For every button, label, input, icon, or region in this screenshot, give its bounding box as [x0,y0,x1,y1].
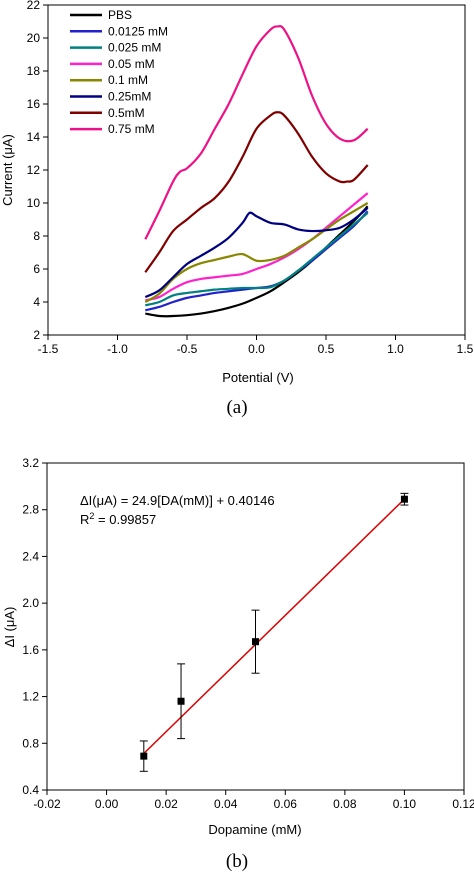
series-line-5 [144,207,369,299]
chart-b-x-tick-label: 0.02 [154,797,178,811]
r2-prefix: R [80,512,89,527]
fit-line [143,498,405,755]
chart-b-panel-label: (b) [226,851,248,872]
chart-a-x-axis-label: Potential (V) [222,370,294,385]
chart-b-y-axis-label: ΔI (μA) [2,607,17,648]
chart-a-y-tick-label: 22 [27,0,41,12]
plot-b-frame [46,462,465,791]
chart-a-y-tick-label: 20 [27,31,41,45]
data-point-2 [252,638,259,646]
chart-b-y-tick-label: 2.8 [22,503,39,517]
chart-a-x-tick-label: -1.5 [38,342,59,356]
chart-b-y-tick-label: 0.4 [22,783,39,797]
chart-a-x-tick-label: 0.5 [318,342,335,356]
chart-a-legend: PBS 0.0125 mM 0.025 mM 0.05 mM 0.1 mM 0.25mM 0… [70,8,168,136]
chart-b-x-tick-label: 0.12 [452,797,474,811]
chart-a-y-tick-label: 6 [33,262,40,276]
chart-b-x-tick-label: 0.06 [274,797,298,811]
series-line-2 [145,212,369,307]
chart-a-y-axis-label: Current (μA) [0,134,15,206]
legend-label-0: PBS [108,8,132,22]
chart-a-x-tick-label: -1.0 [107,342,128,356]
chart-b-fit [143,498,405,755]
chart-a-x-tick-label: 0.0 [248,342,265,356]
legend-label-2: 0.025 mM [108,41,161,55]
chart-b-x-tick-label: 0.00 [95,797,119,811]
chart-b-x-tick-label: 0.10 [393,797,417,811]
chart-b-y-tick-label: 2.0 [22,596,39,610]
legend-label-4: 0.1 mM [108,73,148,87]
chart-b-x-tick-label: 0.08 [333,797,357,811]
chart-a-y-tick-label: 4 [33,295,40,309]
chart-b-y-tick-label: 1.6 [22,643,39,657]
series-line-4 [144,202,369,303]
chart-b-axes: -0.02 0.00 0.02 0.04 0.06 0.08 0.10 0.12 0.4 0.8 1… [22,456,474,811]
series-line-3 [145,192,369,302]
chart-a-x-tick-label: 1.5 [457,342,474,356]
chart-b-y-tick-label: 1.2 [22,690,39,704]
chart-b-x-axis-label: Dopamine (mM) [208,822,301,837]
chart-b-y-tick-label: 2.4 [22,549,39,563]
chart-a-y-tick-label: 2 [33,328,40,342]
chart-a-y-tick-label: 16 [27,97,41,111]
chart-a-y-tick-label: 10 [27,196,41,210]
chart-a-y-tick-label: 14 [27,130,41,144]
chart-a-x-tick-label: -0.5 [177,342,198,356]
chart-b-y-tick-label: 3.2 [22,456,39,470]
chart-a-series [144,25,369,318]
chart-a-y-tick-label: 12 [27,163,41,177]
r2-sup: 2 [89,511,94,521]
data-point-3 [400,495,408,503]
chart-a-axes: -1.5 -1.0 -0.5 0.0 0.5 1.0 1.5 2 4 6 8 10 12 14 16 18 20… [27,0,474,356]
data-point-1 [177,697,185,705]
chart-a-y-tick-label: 8 [33,229,40,243]
legend-label-5: 0.25mM [108,90,151,104]
chart-b-equation: ΔI(μA) = 24.9[DA(mM)] + 0.40146 [80,493,275,508]
r2-value: = 0.99857 [94,512,156,527]
chart-a-panel-label: (a) [226,397,247,418]
legend-label-6: 0.5mM [108,106,145,120]
series-line-7 [144,25,369,240]
chart-b-x-tick-label: -0.02 [33,797,61,811]
chart-b-points [139,492,409,772]
chart-b-x-tick-label: 0.04 [214,797,238,811]
chart-b-y-tick-label: 0.8 [22,736,39,750]
data-point-0 [140,752,148,760]
legend-label-7: 0.75 mM [108,122,155,136]
chart-a-y-tick-label: 18 [27,64,41,78]
legend-label-3: 0.05 mM [108,57,155,71]
chart-b-r-squared: R2 = 0.99857 [80,511,156,527]
series-line-6 [144,111,369,273]
legend-label-1: 0.0125 mM [108,24,168,38]
chart-b-calibration: -0.02 0.00 0.02 0.04 0.06 0.08 0.10 0.12 0.4 0.8 1… [2,456,474,872]
chart-a-x-tick-label: 1.0 [387,342,404,356]
chart-a-current-vs-potential: -1.5 -1.0 -0.5 0.0 0.5 1.0 1.5 2 4 6 8 10 12 14 16 18 20… [0,0,474,418]
